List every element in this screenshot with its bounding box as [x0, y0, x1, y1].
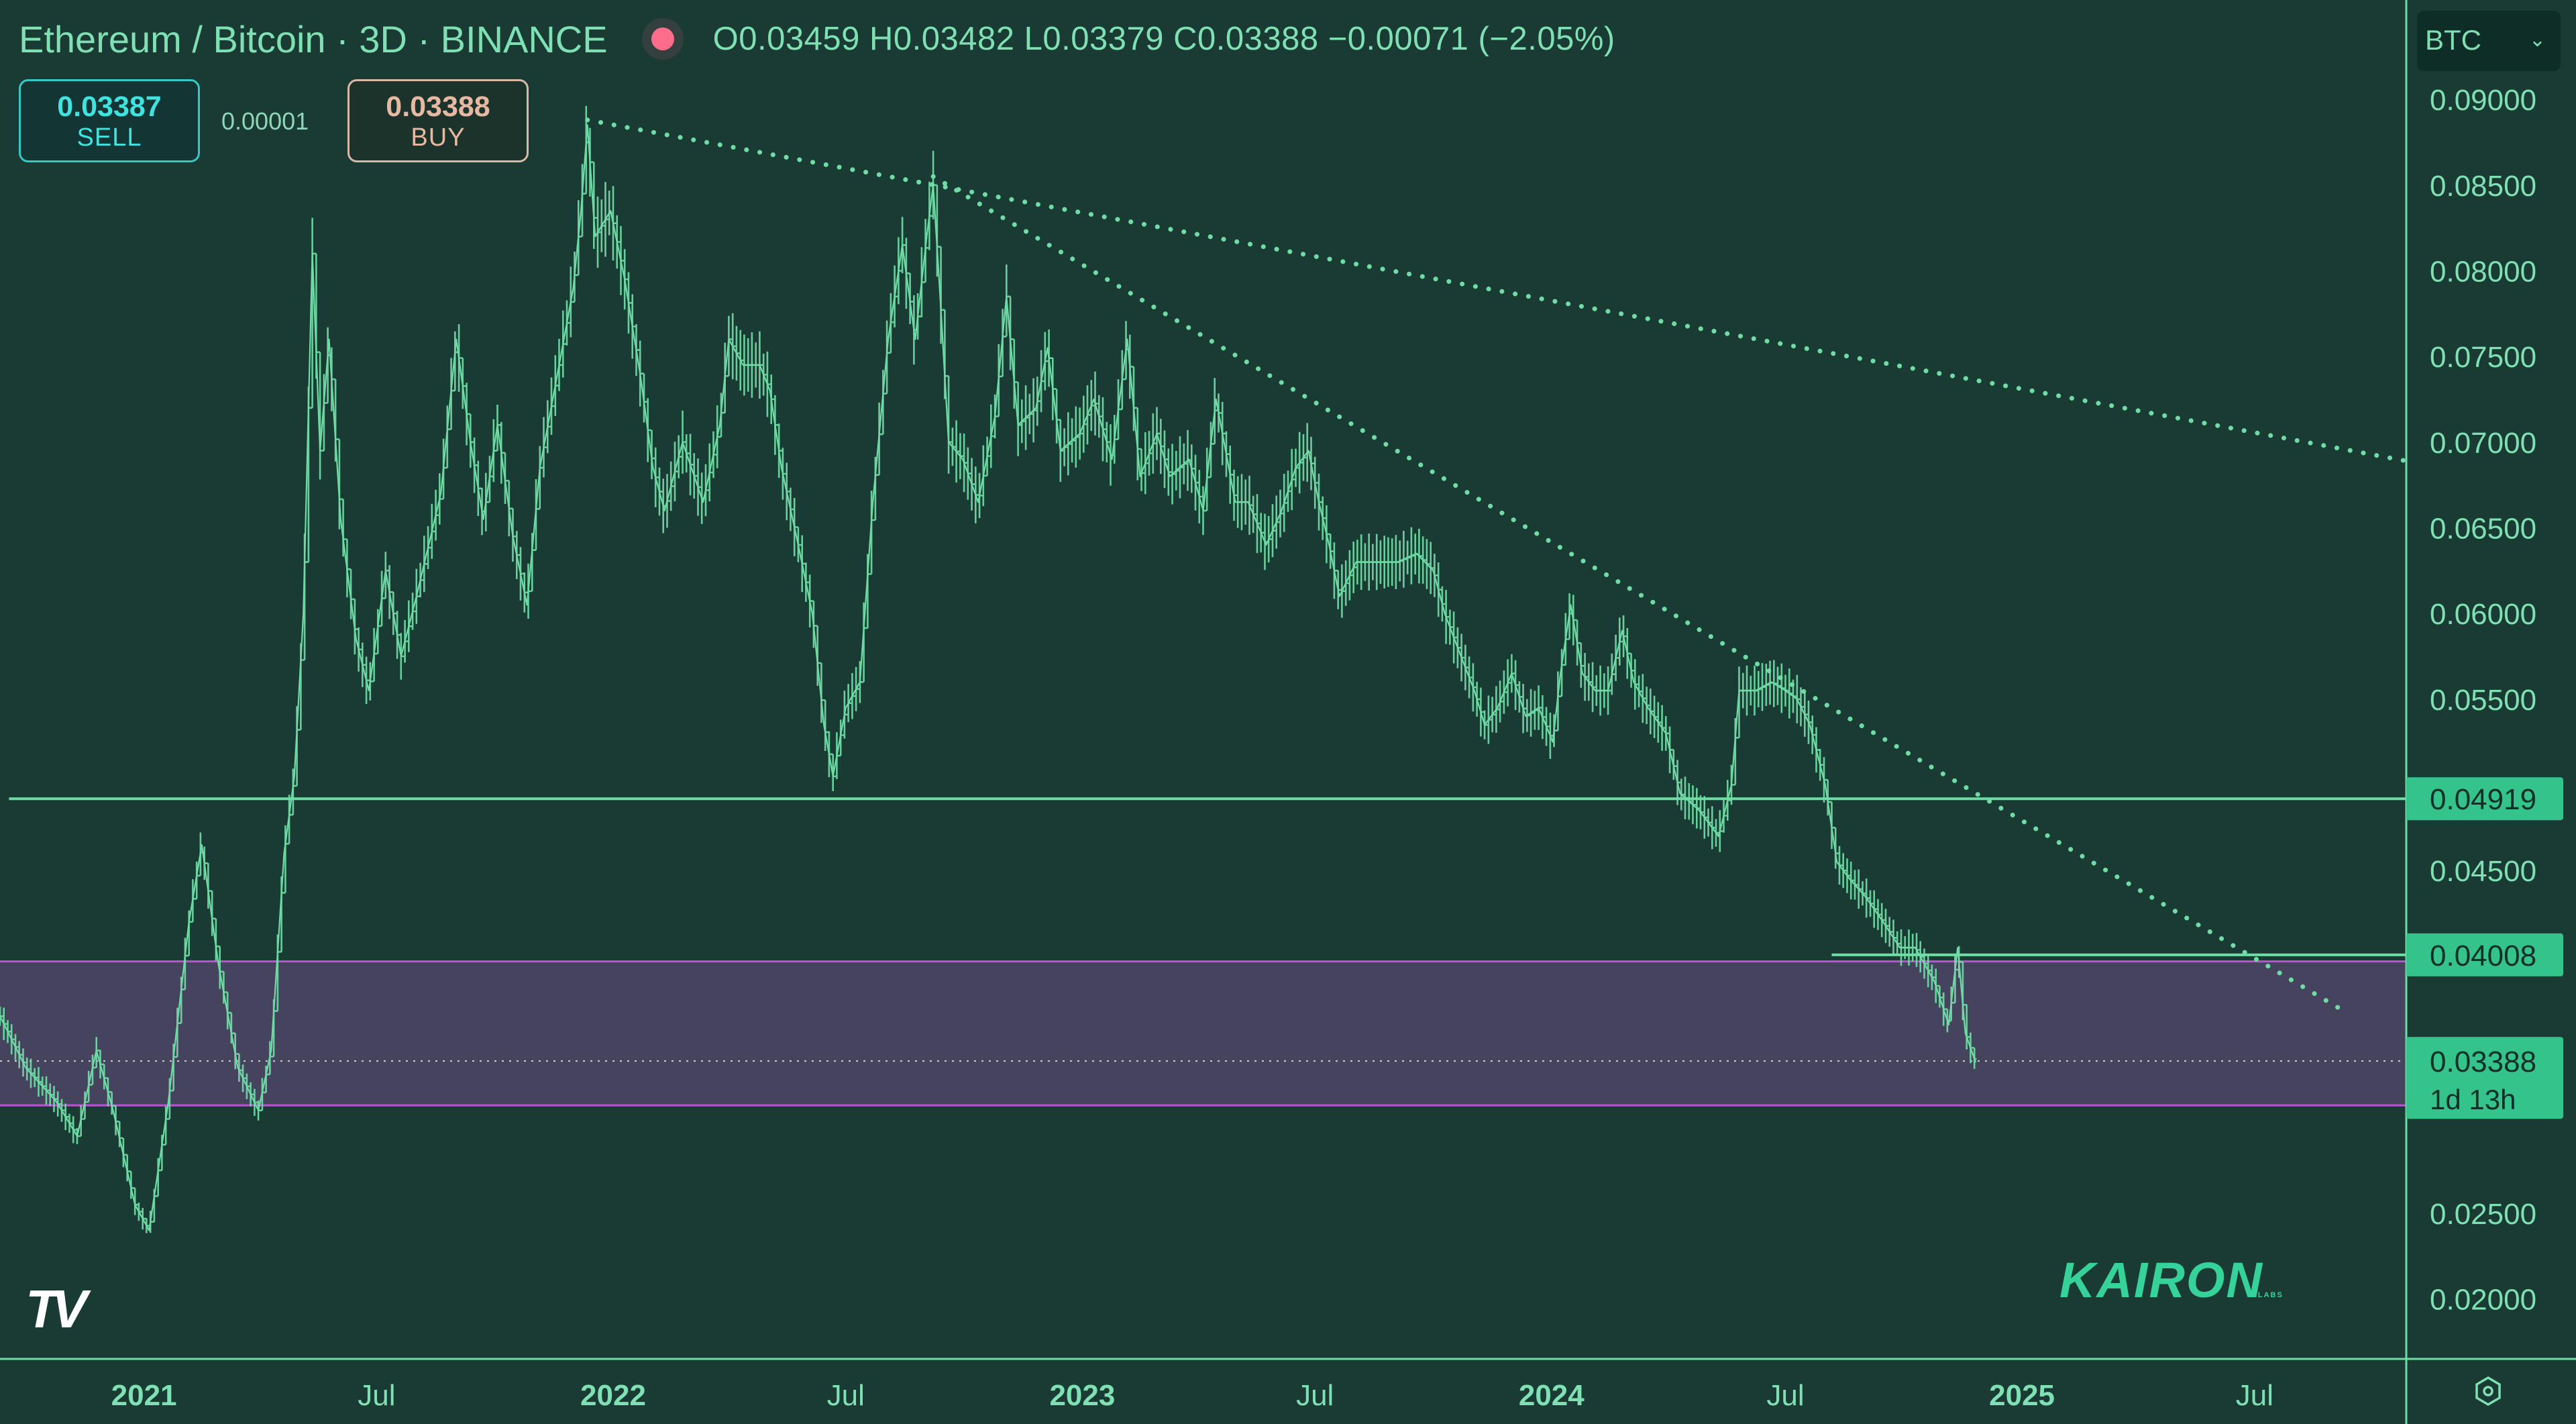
- y-tick-label: 0.08500: [2430, 170, 2536, 203]
- currency-label: BTC: [2425, 24, 2481, 56]
- currency-selector[interactable]: BTC ⌄: [2417, 11, 2561, 71]
- chart-title[interactable]: Ethereum / Bitcoin · 3D · BINANCE: [19, 17, 608, 60]
- x-tick-label: Jul: [1766, 1379, 1804, 1412]
- chevron-down-icon: ⌄: [2528, 29, 2546, 51]
- x-tick-label: 2025: [1989, 1379, 2055, 1412]
- chart-header: Ethereum / Bitcoin · 3D · BINANCE O0.034…: [19, 12, 1615, 66]
- x-tick-label: Jul: [2236, 1379, 2273, 1412]
- x-tick-label: Jul: [358, 1379, 395, 1412]
- y-tick-label: 0.02000: [2430, 1284, 2536, 1317]
- y-tick-label: 0.09000: [2430, 84, 2536, 117]
- trendline-2[interactable]: [930, 174, 2341, 1011]
- last-price-tag: [2406, 1037, 2563, 1119]
- x-tick-label: 2024: [1519, 1379, 1585, 1412]
- y-tick-label: 0.07500: [2430, 341, 2536, 374]
- level-price-tag-2: [2406, 933, 2563, 976]
- demand-zone[interactable]: [0, 961, 2406, 1106]
- y-tick-label: 0.07000: [2430, 427, 2536, 460]
- x-tick-label: 2021: [111, 1379, 177, 1412]
- watermark-text: KAIRON: [2059, 1252, 2263, 1308]
- trendline-1[interactable]: [585, 117, 2409, 464]
- x-tick-label: 2023: [1049, 1379, 1115, 1412]
- settings-icon[interactable]: [2472, 1375, 2504, 1407]
- x-tick-label: Jul: [1296, 1379, 1334, 1412]
- y-tick-label: 0.04500: [2430, 855, 2536, 888]
- y-tick-label: 0.05500: [2430, 684, 2536, 717]
- sell-button[interactable]: 0.03387 SELL: [19, 79, 200, 162]
- y-tick-label: 0.02500: [2430, 1198, 2536, 1231]
- y-tick-label: 0.06000: [2430, 598, 2536, 631]
- spread-value: 0.00001: [221, 107, 309, 135]
- level-price-label-1: 0.04919: [2430, 783, 2536, 816]
- kairon-watermark: KAIRONLABS: [2059, 1252, 2284, 1309]
- y-tick-label: 0.06500: [2430, 513, 2536, 546]
- live-status-dot: [651, 28, 674, 50]
- buy-label: BUY: [411, 123, 466, 152]
- last-price-label: 0.03388: [2430, 1046, 2536, 1078]
- sell-price: 0.03387: [57, 91, 162, 123]
- level-price-tag-1: [2406, 777, 2563, 821]
- x-tick-label: Jul: [827, 1379, 865, 1412]
- y-tick-label: 0.08000: [2430, 256, 2536, 289]
- tradingview-logo-icon[interactable]: TV: [25, 1279, 87, 1339]
- watermark-subtext: LABS: [2257, 1291, 2284, 1299]
- buy-button[interactable]: 0.03388 BUY: [347, 79, 529, 162]
- sell-label: SELL: [76, 123, 142, 152]
- ohlc-values: O0.03459 H0.03482 L0.03379 C0.03388 −0.0…: [712, 21, 1615, 57]
- x-tick-label: 2022: [580, 1379, 646, 1412]
- level-price-label-2: 0.04008: [2430, 939, 2536, 972]
- bar-countdown-label: 1d 13h: [2430, 1084, 2516, 1115]
- price-line[interactable]: [0, 124, 1977, 1231]
- buy-price: 0.03388: [386, 91, 490, 123]
